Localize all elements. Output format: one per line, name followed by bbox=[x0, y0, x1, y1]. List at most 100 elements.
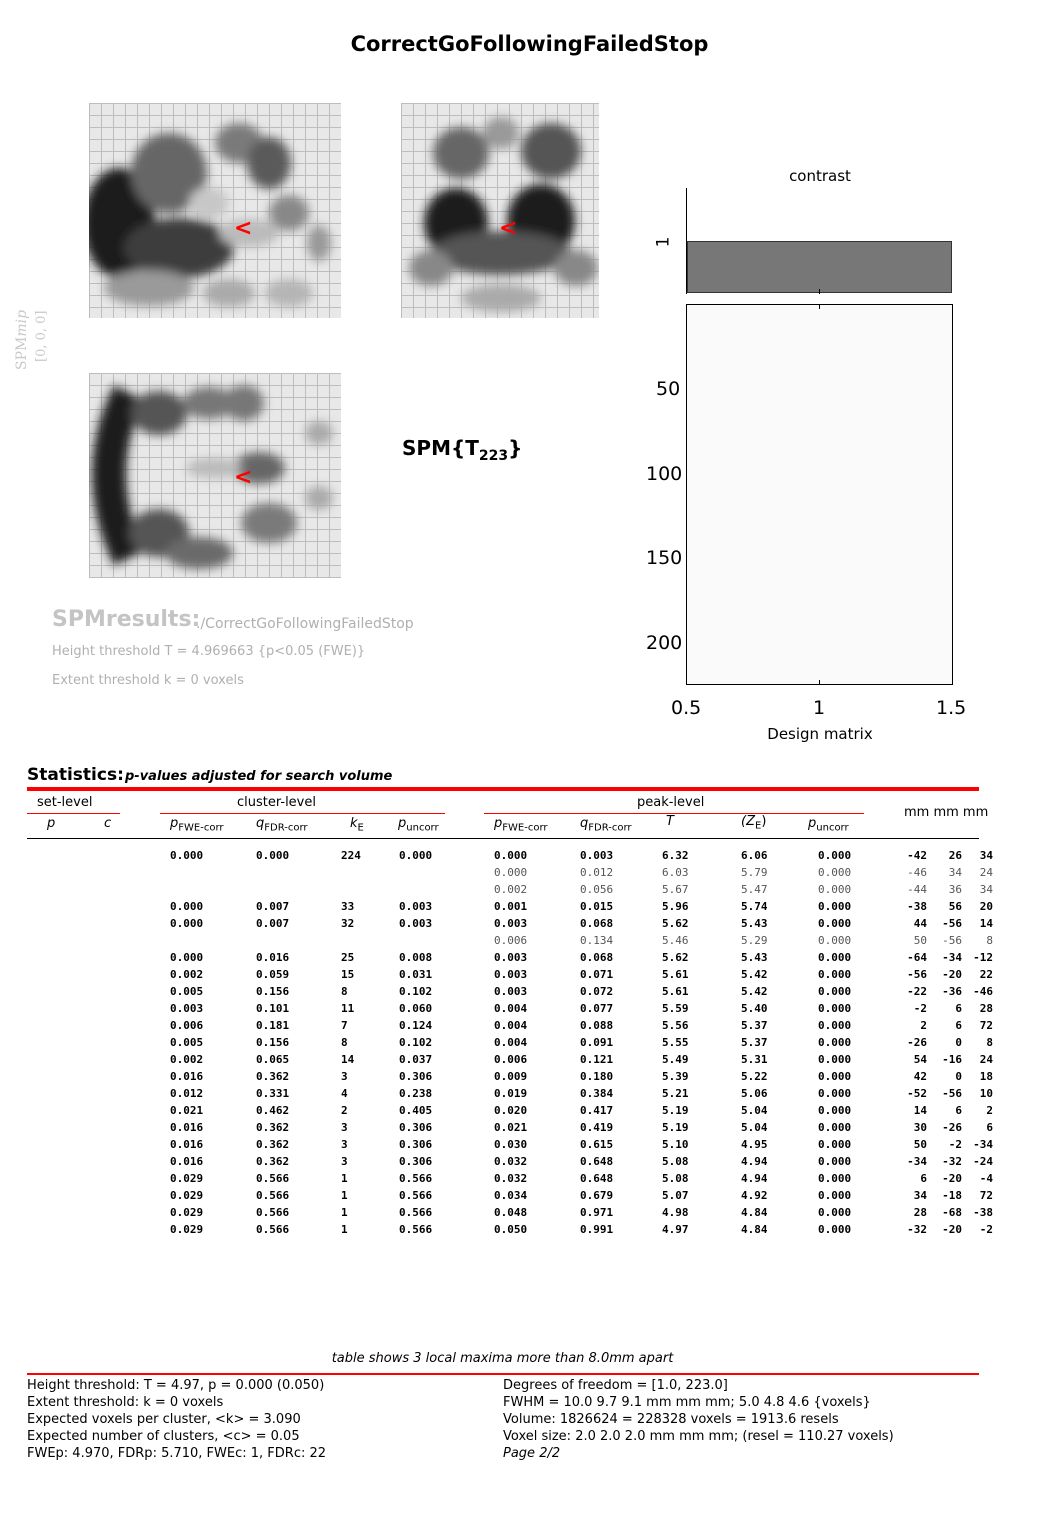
dm-ytick-100: 100 bbox=[646, 463, 683, 485]
coordinate-cell: 0 bbox=[955, 1070, 962, 1083]
peak-cell: 4.95 bbox=[741, 1138, 768, 1151]
table-row[interactable]: 0.016 0.362 3 0.306 0.030 0.615 5.10 4.95 0.000 5… bbox=[0, 1138, 1000, 1155]
table-row[interactable]: 0.000 0.007 32 0.003 0.003 0.068 5.62 5.43 0.000… bbox=[0, 917, 1000, 934]
table-row[interactable]: 0.000 0.000 224 0.000 0.000 0.003 6.32 6.06 0.00… bbox=[0, 849, 1000, 866]
table-row[interactable]: 0.002 0.065 14 0.037 0.006 0.121 5.49 5.31 0.000… bbox=[0, 1053, 1000, 1070]
peak-cell: 0.072 bbox=[580, 985, 614, 998]
table-row[interactable]: 0.006 0.134 5.46 5.29 0.000 50 -56 8 bbox=[0, 934, 1000, 951]
peak-cell: 0.009 bbox=[494, 1070, 528, 1083]
peak-cell: 0.003 bbox=[494, 917, 528, 930]
table-row[interactable]: 0.012 0.331 4 0.238 0.019 0.384 5.21 5.06 0.000 -… bbox=[0, 1087, 1000, 1104]
peak-cell: 0.971 bbox=[580, 1206, 614, 1219]
col-peak-ze: (ZE) bbox=[741, 814, 767, 832]
peak-cell: 6.03 bbox=[662, 866, 689, 879]
peak-cell: 6.06 bbox=[741, 849, 768, 862]
peak-cell: 0.021 bbox=[494, 1121, 528, 1134]
table-row[interactable]: 0.029 0.566 1 0.566 0.050 0.991 4.97 4.84 0.000 -… bbox=[0, 1223, 1000, 1240]
table-row[interactable]: 0.000 0.012 6.03 5.79 0.000 -46 34 24 bbox=[0, 866, 1000, 883]
peak-cell: 0.991 bbox=[580, 1223, 614, 1236]
peak-cell: 0.003 bbox=[494, 968, 528, 981]
peak-cell: 0.034 bbox=[494, 1189, 528, 1202]
coordinate-cell: -32 bbox=[907, 1223, 927, 1236]
cluster-cell: 3 bbox=[341, 1070, 348, 1083]
dm-xtick-1: 1 bbox=[813, 697, 826, 719]
dm-xtick-1.5: 1.5 bbox=[936, 697, 967, 719]
stat-label: SPM{T223} bbox=[402, 436, 523, 464]
table-row[interactable]: 0.000 0.007 33 0.003 0.001 0.015 5.96 5.74 0.000… bbox=[0, 900, 1000, 917]
peak-cell: 0.003 bbox=[494, 985, 528, 998]
peak-cell: 0.020 bbox=[494, 1104, 528, 1117]
peak-cell: 0.006 bbox=[494, 934, 528, 947]
table-row[interactable]: 0.016 0.362 3 0.306 0.021 0.419 5.19 5.04 0.000 3… bbox=[0, 1121, 1000, 1138]
peak-cell: 5.61 bbox=[662, 968, 689, 981]
cluster-cell: 0.029 bbox=[170, 1172, 204, 1185]
table-row[interactable]: 0.029 0.566 1 0.566 0.034 0.679 5.07 4.92 0.000 3… bbox=[0, 1189, 1000, 1206]
peak-cell: 5.08 bbox=[662, 1172, 689, 1185]
peak-cell: 0.050 bbox=[494, 1223, 528, 1236]
coordinate-cell: -34 bbox=[973, 1138, 993, 1151]
coordinate-cell: 24 bbox=[979, 1053, 993, 1066]
peak-cell: 0.134 bbox=[580, 934, 614, 947]
peak-cell: 5.37 bbox=[741, 1019, 768, 1032]
cluster-cell: 32 bbox=[341, 917, 355, 930]
peak-cell: 5.79 bbox=[741, 866, 768, 879]
table-row[interactable]: 0.005 0.156 8 0.102 0.003 0.072 5.61 5.42 0.000 -… bbox=[0, 985, 1000, 1002]
table-row[interactable]: 0.021 0.462 2 0.405 0.020 0.417 5.19 5.04 0.000 1… bbox=[0, 1104, 1000, 1121]
table-row[interactable]: 0.029 0.566 1 0.566 0.032 0.648 5.08 4.94 0.000 6… bbox=[0, 1172, 1000, 1189]
cluster-cell: 0.566 bbox=[256, 1172, 290, 1185]
peak-cell: 4.92 bbox=[741, 1189, 768, 1202]
mip-coronal-marker: < bbox=[499, 216, 518, 241]
mip-axial-blobs bbox=[92, 385, 333, 569]
cluster-cell: 0.037 bbox=[399, 1053, 433, 1066]
cluster-cell: 0.566 bbox=[256, 1206, 290, 1219]
peak-cell: 0.121 bbox=[580, 1053, 614, 1066]
table-row[interactable]: 0.003 0.101 11 0.060 0.004 0.077 5.59 5.40 0.000… bbox=[0, 1002, 1000, 1019]
peak-cell: 4.84 bbox=[741, 1223, 768, 1236]
coordinate-cell: -4 bbox=[979, 1172, 993, 1185]
table-row[interactable]: 0.016 0.362 3 0.306 0.009 0.180 5.39 5.22 0.000 4… bbox=[0, 1070, 1000, 1087]
peak-level-header: peak-level bbox=[637, 795, 705, 810]
cluster-cell: 0.000 bbox=[256, 849, 290, 862]
cluster-cell: 14 bbox=[341, 1053, 355, 1066]
coordinate-cell: 50 bbox=[913, 934, 927, 947]
cluster-level-header: cluster-level bbox=[237, 795, 316, 810]
table-note: table shows 3 local maxima more than 8.0… bbox=[331, 1351, 674, 1366]
dm-tick-x-mid-bottom bbox=[819, 680, 820, 685]
peak-cell: 0.000 bbox=[818, 1121, 852, 1134]
cluster-cell: 0.016 bbox=[170, 1155, 204, 1168]
mip-coronal-view[interactable]: < bbox=[401, 103, 599, 318]
table-row[interactable]: 0.002 0.059 15 0.031 0.003 0.071 5.61 5.42 0.000… bbox=[0, 968, 1000, 985]
peak-cell: 5.19 bbox=[662, 1104, 689, 1117]
peak-cell: 0.000 bbox=[818, 951, 852, 964]
dm-ytick-50: 50 bbox=[656, 378, 681, 400]
cluster-cell: 0.000 bbox=[170, 900, 204, 913]
mip-sagittal-view[interactable]: < bbox=[89, 103, 341, 318]
cluster-cell: 0.566 bbox=[399, 1206, 433, 1219]
contrast-bar[interactable] bbox=[687, 241, 952, 293]
coordinate-cell: -56 bbox=[907, 968, 927, 981]
cluster-cell: 0.005 bbox=[170, 1036, 204, 1049]
coordinate-cell: -24 bbox=[973, 1155, 993, 1168]
footer-red-rule bbox=[27, 1373, 979, 1375]
table-row[interactable]: 0.002 0.056 5.67 5.47 0.000 -44 36 34 bbox=[0, 883, 1000, 900]
peak-cell: 5.55 bbox=[662, 1036, 689, 1049]
coordinate-cell: -56 bbox=[942, 934, 962, 947]
table-row[interactable]: 0.000 0.016 25 0.008 0.003 0.068 5.62 5.43 0.000… bbox=[0, 951, 1000, 968]
coordinate-cell: -52 bbox=[907, 1087, 927, 1100]
cluster-cell: 0.566 bbox=[256, 1223, 290, 1236]
cluster-cell: 0.306 bbox=[399, 1155, 433, 1168]
col-cluster-qfdr: qFDR-corr bbox=[256, 816, 308, 834]
peak-cell: 5.56 bbox=[662, 1019, 689, 1032]
design-matrix[interactable] bbox=[686, 304, 953, 685]
peak-cell: 0.000 bbox=[818, 917, 852, 930]
table-row[interactable]: 0.006 0.181 7 0.124 0.004 0.088 5.56 5.37 0.000 2… bbox=[0, 1019, 1000, 1036]
table-row[interactable]: 0.029 0.566 1 0.566 0.048 0.971 4.98 4.84 0.000 2… bbox=[0, 1206, 1000, 1223]
mip-axial-view[interactable]: < bbox=[89, 373, 341, 578]
cluster-cell: 0.000 bbox=[170, 849, 204, 862]
table-row[interactable]: 0.005 0.156 8 0.102 0.004 0.091 5.55 5.37 0.000 -… bbox=[0, 1036, 1000, 1053]
peak-level-red-rule bbox=[484, 813, 864, 814]
page-title: CorrectGoFollowingFailedStop bbox=[350, 32, 709, 56]
contrast-tick-mark bbox=[819, 289, 820, 294]
coordinate-cell: 14 bbox=[979, 917, 993, 930]
table-row[interactable]: 0.016 0.362 3 0.306 0.032 0.648 5.08 4.94 0.000 -… bbox=[0, 1155, 1000, 1172]
